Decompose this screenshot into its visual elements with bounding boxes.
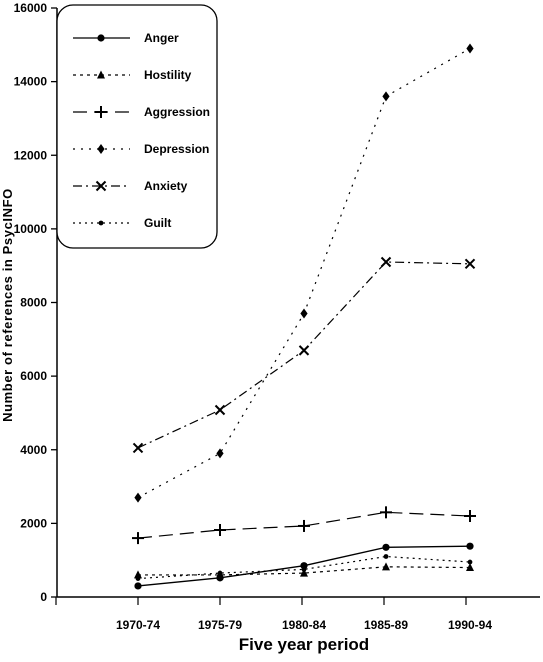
y-tick-label: 14000	[14, 75, 48, 89]
data-point	[214, 404, 226, 416]
legend-item: Depression	[73, 142, 209, 156]
legend-marker	[97, 144, 105, 154]
data-point	[300, 308, 308, 319]
data-point	[300, 562, 308, 570]
legend-item: Hostility	[73, 68, 192, 82]
series-line	[137, 511, 471, 539]
data-point	[300, 568, 308, 577]
data-point	[216, 448, 224, 459]
x-tick-label: 1970-74	[116, 618, 160, 632]
x-tick-label: 1975-79	[198, 618, 242, 632]
data-point	[382, 543, 390, 551]
series-anxiety	[132, 256, 476, 454]
series-anger	[134, 542, 474, 590]
data-point	[383, 554, 389, 559]
y-axis-title: Number of references in PsycINFO	[0, 188, 15, 422]
legend-label: Guilt	[144, 216, 171, 230]
series-depression	[134, 43, 474, 503]
data-point	[466, 563, 474, 572]
series-line	[137, 555, 471, 580]
legend-label: Anger	[144, 31, 179, 45]
legend-marker	[97, 34, 105, 42]
legend-marker	[97, 70, 105, 79]
data-point	[214, 524, 226, 537]
data-point	[466, 43, 474, 54]
data-point	[380, 256, 392, 268]
y-tick-label: 6000	[20, 369, 47, 383]
legend-marker	[95, 106, 107, 118]
series-line	[137, 261, 471, 449]
legend-marker	[98, 220, 104, 226]
data-point	[134, 492, 142, 503]
x-tick-label: 1980-84	[282, 618, 326, 632]
y-tick-label: 2000	[20, 516, 47, 530]
data-point	[298, 519, 310, 532]
y-ticks: 0 2000 4000 6000 8000 10000 12000 14000 16000	[14, 1, 57, 604]
y-tick-label: 4000	[20, 443, 47, 457]
x-tick-label: 1985-89	[364, 618, 408, 632]
x-axis-title: Five year period	[239, 635, 369, 654]
data-point	[298, 345, 310, 356]
data-point	[132, 532, 144, 545]
data-point	[382, 91, 390, 102]
series	[132, 43, 476, 590]
data-point	[464, 510, 476, 523]
data-point	[467, 559, 473, 565]
legend-label: Aggression	[144, 105, 210, 119]
legend: Anger Hostility Aggression Depression Anxiet…	[56, 4, 218, 249]
legend-label: Anxiety	[144, 179, 188, 193]
data-point	[134, 570, 142, 579]
legend-item: Aggression	[73, 105, 210, 119]
y-tick-label: 16000	[14, 1, 48, 15]
data-point	[382, 562, 390, 571]
y-tick-label: 0	[40, 590, 47, 604]
y-tick-label: 10000	[14, 222, 48, 236]
data-point	[217, 570, 223, 576]
series-aggression	[132, 506, 476, 545]
data-point	[301, 566, 307, 572]
data-point	[380, 506, 392, 519]
y-tick-label: 8000	[20, 296, 47, 310]
y-tick-label: 12000	[14, 148, 48, 162]
x-ticks: 1970-74 1975-79 1980-84 1985-89 1990-94	[55, 597, 492, 632]
data-point	[464, 258, 476, 270]
legend-label: Depression	[144, 142, 209, 156]
legend-marker	[95, 180, 107, 192]
data-point	[134, 582, 142, 590]
data-point	[132, 442, 144, 454]
legend-item: Anger	[73, 31, 179, 45]
data-point	[135, 576, 141, 581]
series-guilt	[135, 554, 473, 581]
legend-item: Guilt	[73, 216, 171, 230]
legend-box	[56, 4, 218, 249]
data-point	[466, 542, 474, 550]
legend-label: Hostility	[144, 68, 192, 82]
x-tick-label: 1990-94	[448, 618, 492, 632]
legend-item: Anxiety	[73, 179, 188, 193]
